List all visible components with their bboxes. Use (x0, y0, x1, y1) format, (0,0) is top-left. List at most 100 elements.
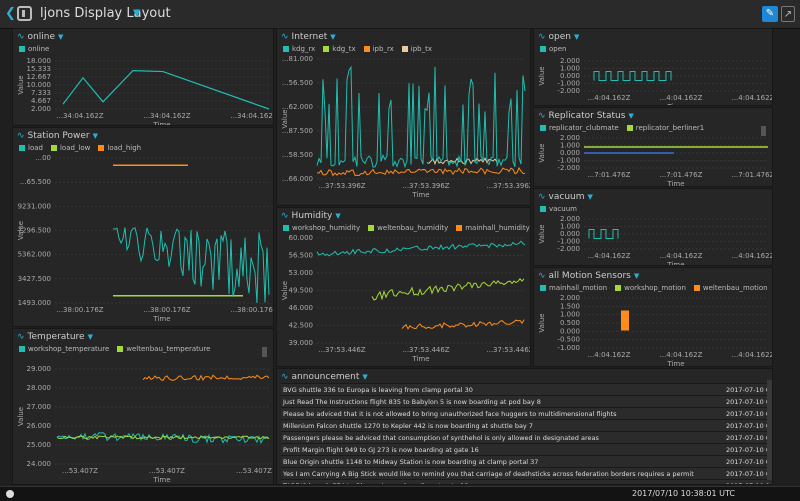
x-tick-label: ...4:04.162Z (732, 94, 773, 102)
series-line (56, 432, 270, 445)
series-line (56, 435, 270, 440)
panel-menu-icon[interactable]: ▼ (628, 112, 634, 120)
legend-swatch (401, 46, 408, 52)
legend-label: weltenbau_humidity (377, 224, 449, 232)
title-dropdown-icon[interactable]: ▼ (133, 8, 141, 19)
legend-item[interactable]: vacuum (540, 205, 577, 213)
panel-menu-icon[interactable]: ▼ (335, 212, 341, 220)
panel-title[interactable]: announcement (291, 372, 360, 382)
announcement-row[interactable]: Passengers please be adviced that consum… (281, 431, 772, 443)
announcement-row[interactable]: Yes I am Carrying A Big Stick would like… (281, 467, 772, 479)
legend-item[interactable]: load_low (50, 144, 90, 152)
y-tick-label: 1.000 (560, 311, 580, 319)
announcement-timestamp: 2017-07-10 0 (726, 386, 770, 394)
panel-title[interactable]: Humidity (291, 211, 333, 221)
y-tick-label: 28.000 (27, 384, 52, 392)
legend-item[interactable]: workshop_temperature (19, 345, 109, 353)
panel-title[interactable]: vacuum (548, 192, 585, 202)
legend-swatch (19, 46, 25, 52)
y-tick-label: 27.000 (27, 403, 52, 411)
panel-menu-icon[interactable]: ▼ (574, 33, 580, 41)
panel-title[interactable]: all Motion Sensors (548, 271, 631, 281)
announcement-message: Just Read The Instructions flight 835 to… (283, 398, 541, 406)
legend-item[interactable]: workshop_motion (615, 284, 686, 292)
panel-title[interactable]: open (548, 32, 572, 42)
dashboard-icon (17, 6, 32, 21)
legend-item[interactable]: online (19, 45, 49, 53)
legend-item[interactable]: ipb_rx (363, 45, 394, 53)
panel-title[interactable]: Internet (291, 32, 328, 42)
legend-item[interactable]: open (540, 45, 566, 53)
legend-item[interactable]: kdg_tx (323, 45, 356, 53)
chart-motion: 2.0001.5001.0000.5000.000-0.500-1.000...… (538, 294, 772, 366)
announcement-row[interactable]: Just Read The Instructions flight 835 to… (281, 395, 772, 407)
y-tick-label: 0.500 (560, 319, 580, 327)
legend-item[interactable]: replicator_berliner1 (626, 124, 704, 132)
chart-legend: load load_low load_high (19, 144, 149, 152)
announcement-row[interactable]: Millenium Falcon shuttle 1270 to Kepler … (281, 419, 772, 431)
panel-title[interactable]: online (27, 32, 55, 42)
y-tick-label: 60.000 (289, 234, 314, 242)
announcement-row[interactable]: Please be adviced that it is not allowed… (281, 407, 772, 419)
panel-menu-icon[interactable]: ▼ (92, 132, 99, 140)
announcement-scrollbar[interactable] (767, 380, 772, 480)
legend-item[interactable]: weltenbau_temperature (117, 345, 210, 353)
x-tick-label: ...4:04.162Z (660, 94, 703, 102)
y-tick-label: 53.000 (289, 269, 314, 277)
legend-item[interactable]: ipb_tx (401, 45, 432, 53)
announcement-timestamp: 2017-07-10 0 (726, 398, 770, 406)
announcement-row[interactable]: Blue Origin shuttle 1148 to Midway Stati… (281, 455, 772, 467)
panel-title[interactable]: Temperature (27, 332, 85, 342)
connection-indicator-icon (6, 490, 14, 498)
legend-item[interactable]: weltenbau_motion (693, 284, 768, 292)
legend-swatch (117, 346, 124, 352)
legend-label: workshop_humidity (292, 224, 361, 232)
announcement-row[interactable]: Profit Margin flight 949 to GJ 273 is no… (281, 443, 772, 455)
announcement-row[interactable]: TARDIS launch 574 to Oberon is now board… (281, 479, 772, 484)
legend-label: kdg_rx (292, 45, 316, 53)
panel-menu-icon[interactable]: ▼ (633, 272, 640, 280)
share-icon: ↗ (783, 9, 793, 20)
y-tick-label: 1493.000 (18, 299, 51, 307)
legend-scrollbar[interactable] (262, 347, 267, 357)
panel-menu-icon[interactable]: ▼ (330, 33, 336, 41)
y-axis-label: Value (538, 313, 546, 332)
legend-item[interactable]: replicator_clubmate (540, 124, 619, 132)
legend-item[interactable]: load_high (98, 144, 141, 152)
y-axis-label: Value (17, 221, 25, 240)
y-tick-label: 12.667 (27, 73, 52, 81)
panel-menu-icon[interactable]: ▼ (58, 33, 64, 41)
announcement-row[interactable]: BVG shuttle 336 to Europa is leaving fro… (281, 383, 772, 395)
y-tick-label: 18.000 (27, 57, 52, 65)
legend-item[interactable]: load (19, 144, 43, 152)
panel-menu-icon[interactable]: ▼ (362, 373, 368, 381)
y-tick-label: 4.667 (31, 97, 51, 105)
chevron-left-icon[interactable]: ❮ (5, 6, 16, 21)
panel-menu-icon[interactable]: ▼ (587, 193, 593, 201)
share-button[interactable]: ↗ (781, 6, 795, 22)
announcement-timestamp: 2017-07-10 0 (726, 422, 770, 430)
panel-vacuum: ∿ vacuum ▼ vacuum 2.000 1.000 0.000 -1.000 -2.… (533, 188, 773, 266)
y-tick-label: 5362.000 (18, 251, 51, 259)
x-tick-label: ...38:00.176Z (143, 306, 190, 314)
legend-scrollbar[interactable] (761, 126, 766, 136)
legend-item[interactable]: mainhall_humidity (456, 224, 530, 232)
chart-icon: ∿ (17, 332, 25, 342)
legend-item[interactable]: weltenbau_humidity (368, 224, 448, 232)
chart-legend: online (19, 45, 57, 53)
announcement-timestamp: 2017-07-10 0 (726, 410, 770, 418)
x-tick-label: ...7:01.476Z (588, 171, 631, 179)
panel-title[interactable]: Station Power (27, 131, 90, 141)
legend-item[interactable]: workshop_humidity (283, 224, 360, 232)
chart-temperature: 29.000 28.000 27.000 26.000 25.000 24.000 ...5… (17, 365, 272, 484)
legend-label: workshop_temperature (28, 345, 110, 353)
legend-item[interactable]: mainhall_motion (540, 284, 607, 292)
panel-menu-icon[interactable]: ▼ (87, 333, 93, 341)
edit-button[interactable]: ✎ (762, 6, 778, 22)
announcement-message: TARDIS launch 574 to Oberon is now board… (283, 482, 469, 484)
panel-title[interactable]: Replicator Status (548, 111, 626, 121)
x-tick-label: ...53.407Z (62, 467, 98, 475)
legend-label: open (549, 45, 567, 53)
legend-item[interactable]: kdg_rx (283, 45, 315, 53)
